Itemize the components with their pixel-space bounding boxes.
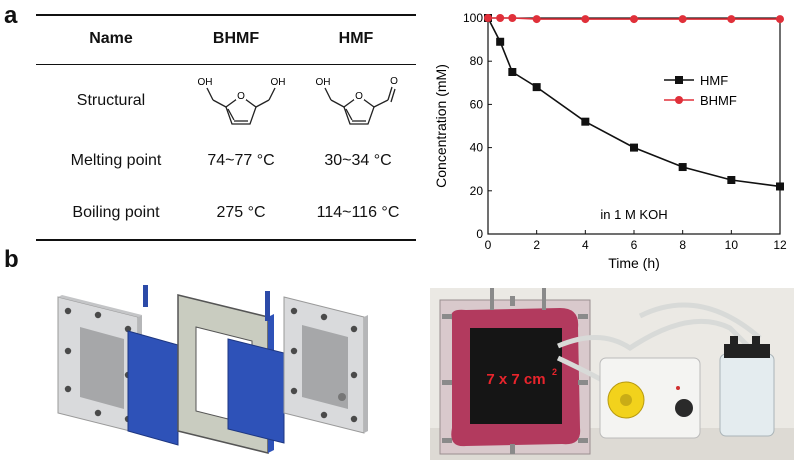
legend-marker-bhmf — [675, 96, 683, 104]
electrode-area-label-superscript: 2 — [552, 367, 557, 377]
data-point-bhmf — [532, 15, 541, 24]
panel-label-b: b — [4, 246, 19, 273]
bhmf-boiling-point: 275 °C — [216, 204, 266, 221]
right-end-plate — [283, 296, 368, 434]
bhmf-oh-right: OH — [271, 77, 286, 88]
data-point-bhmf — [508, 14, 517, 22]
y-tick-label: 0 — [476, 227, 483, 241]
flow-cell-photo-art: 7 x 7 cm 2 — [430, 288, 794, 460]
data-point-hmf — [727, 176, 736, 184]
data-point-bhmf — [581, 15, 590, 24]
data-point-bhmf — [484, 14, 492, 22]
hmf-oh: OH — [316, 77, 331, 88]
hmf-melting-point: 30~34 °C — [324, 152, 392, 169]
flow-cell-photo: 7 x 7 cm 2 — [430, 288, 794, 460]
header-name: Name — [89, 30, 133, 47]
bhmf-structure-diagram: O OH OH — [198, 77, 286, 125]
plot-frame — [487, 17, 781, 235]
data-point-hmf — [630, 143, 638, 152]
row-label-melting-point: Melting point — [70, 152, 162, 169]
table-bottom-rule — [36, 239, 416, 241]
table-header-rule — [36, 64, 416, 65]
row-label-boiling-point: Boiling point — [72, 204, 160, 221]
header-bhmf: BHMF — [212, 30, 260, 47]
data-point-hmf — [678, 163, 687, 172]
x-tick-label: 8 — [679, 238, 686, 252]
hmf-structure-diagram: O OH O — [316, 76, 398, 125]
data-point-bhmf — [496, 14, 505, 22]
x-tick-label: 10 — [725, 238, 739, 252]
x-tick-label: 12 — [773, 238, 787, 252]
bhmf-oh-left: OH — [198, 77, 213, 88]
concentration-chart: 0 2 4 6 8 10 12 0 20 40 60 80 100 Time (h) Concentrati… — [433, 11, 787, 271]
x-tick-label: 0 — [485, 238, 492, 252]
chart-annotation: in 1 M KOH — [600, 207, 667, 222]
hmf-ring-oxygen: O — [355, 91, 363, 102]
y-tick-label: 40 — [470, 141, 484, 155]
properties-table: Name BHMF HMF Structural Melting point 7… — [36, 14, 416, 242]
electrode-plate-right — [227, 291, 285, 444]
table-top-rule — [36, 14, 416, 16]
bhmf-melting-point: 74~77 °C — [207, 152, 275, 169]
hmf-boiling-point: 114~116 °C — [316, 204, 400, 221]
data-point-bhmf — [776, 15, 784, 24]
x-tick-label: 2 — [533, 238, 540, 252]
y-tick-label: 100 — [463, 11, 483, 25]
data-point-bhmf — [727, 15, 736, 24]
y-tick-label: 80 — [470, 54, 484, 68]
legend-marker-hmf — [675, 76, 683, 84]
y-axis-label: Concentration (mM) — [433, 64, 449, 188]
electrode-plate-left — [127, 285, 179, 446]
panel-label-a: a — [4, 2, 18, 29]
legend-label-hmf: HMF — [700, 73, 728, 88]
data-point-hmf — [508, 68, 517, 76]
data-point-hmf — [581, 117, 590, 126]
electrode-area-label: 7 x 7 cm — [486, 371, 545, 388]
data-point-hmf — [776, 182, 784, 191]
row-label-structural: Structural — [76, 92, 146, 109]
exploded-reactor-diagram — [57, 285, 368, 454]
data-point-hmf — [532, 83, 541, 92]
data-point-bhmf — [630, 15, 638, 24]
bhmf-ring-oxygen: O — [237, 91, 245, 102]
hmf-aldehyde-oxygen: O — [390, 76, 398, 87]
x-tick-label: 6 — [631, 238, 638, 252]
legend-label-bhmf: BHMF — [700, 93, 737, 108]
data-point-bhmf — [678, 15, 687, 24]
x-tick-label: 4 — [582, 238, 589, 252]
header-hmf: HMF — [338, 30, 374, 47]
data-point-hmf — [496, 37, 505, 46]
y-tick-label: 20 — [470, 184, 484, 198]
x-axis-label: Time (h) — [608, 255, 660, 271]
y-tick-label: 60 — [470, 97, 484, 111]
